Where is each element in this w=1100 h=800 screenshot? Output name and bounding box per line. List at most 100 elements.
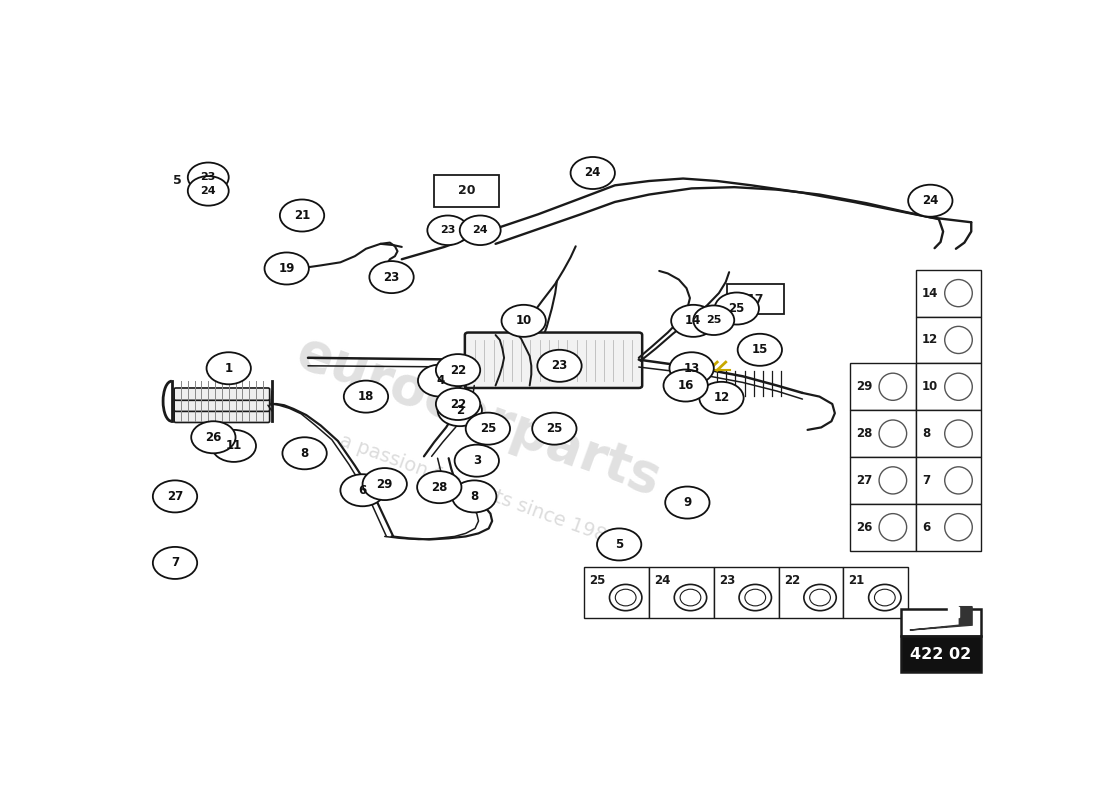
Circle shape <box>438 394 482 426</box>
Text: 9: 9 <box>683 496 692 509</box>
Text: 22: 22 <box>450 398 466 410</box>
Text: 1: 1 <box>224 362 233 374</box>
Text: 23: 23 <box>440 226 455 235</box>
FancyBboxPatch shape <box>901 610 980 636</box>
Circle shape <box>460 215 500 245</box>
Text: 23: 23 <box>551 359 568 372</box>
Text: 17: 17 <box>747 293 764 306</box>
Text: 12: 12 <box>713 391 729 404</box>
Text: 14: 14 <box>922 286 938 300</box>
FancyBboxPatch shape <box>850 410 916 457</box>
Circle shape <box>153 547 197 579</box>
FancyBboxPatch shape <box>850 457 916 504</box>
Text: 5: 5 <box>615 538 624 551</box>
Text: 12: 12 <box>922 334 938 346</box>
Text: 24: 24 <box>922 194 938 207</box>
Text: 8: 8 <box>470 490 478 503</box>
FancyBboxPatch shape <box>916 317 981 363</box>
FancyBboxPatch shape <box>584 567 649 618</box>
Text: 13: 13 <box>683 362 700 374</box>
Circle shape <box>418 365 462 397</box>
Text: 21: 21 <box>848 574 865 587</box>
Circle shape <box>427 215 469 245</box>
Circle shape <box>670 352 714 384</box>
Text: 7: 7 <box>170 557 179 570</box>
Text: 27: 27 <box>856 474 872 487</box>
Text: 24: 24 <box>654 574 671 587</box>
Circle shape <box>191 422 235 454</box>
Circle shape <box>207 352 251 384</box>
Circle shape <box>188 162 229 192</box>
Text: 24: 24 <box>472 226 488 235</box>
Text: 24: 24 <box>200 186 216 196</box>
Circle shape <box>571 157 615 189</box>
Circle shape <box>738 334 782 366</box>
Circle shape <box>465 413 510 445</box>
Circle shape <box>188 176 229 206</box>
FancyBboxPatch shape <box>850 504 916 550</box>
FancyBboxPatch shape <box>844 567 909 618</box>
FancyBboxPatch shape <box>174 399 270 411</box>
Text: 422 02: 422 02 <box>911 646 971 662</box>
Text: 26: 26 <box>206 430 221 444</box>
Circle shape <box>363 468 407 500</box>
Text: 10: 10 <box>922 380 938 394</box>
FancyBboxPatch shape <box>779 567 844 618</box>
Circle shape <box>344 381 388 413</box>
FancyBboxPatch shape <box>916 270 981 317</box>
FancyBboxPatch shape <box>901 636 980 672</box>
Text: 22: 22 <box>783 574 800 587</box>
Circle shape <box>597 529 641 561</box>
Text: 4: 4 <box>436 374 444 387</box>
Text: 28: 28 <box>431 481 448 494</box>
Text: 25: 25 <box>706 315 722 326</box>
Text: 24: 24 <box>584 166 601 179</box>
Circle shape <box>666 486 710 518</box>
FancyBboxPatch shape <box>916 504 981 550</box>
Circle shape <box>693 306 735 335</box>
Text: 10: 10 <box>516 314 531 327</box>
Text: 27: 27 <box>167 490 183 503</box>
FancyBboxPatch shape <box>727 285 783 314</box>
Text: eurocarparts: eurocarparts <box>289 326 668 506</box>
Circle shape <box>153 480 197 513</box>
Text: 6: 6 <box>359 484 366 497</box>
Text: 6: 6 <box>922 521 931 534</box>
Text: 22: 22 <box>450 364 466 377</box>
FancyBboxPatch shape <box>649 567 714 618</box>
Text: 25: 25 <box>547 422 562 435</box>
Text: 19: 19 <box>278 262 295 275</box>
Text: 7: 7 <box>922 474 930 487</box>
Text: 28: 28 <box>856 427 872 440</box>
Circle shape <box>283 438 327 470</box>
Text: a passion for parts since 1985: a passion for parts since 1985 <box>337 431 620 550</box>
FancyBboxPatch shape <box>174 410 270 422</box>
Circle shape <box>436 388 481 420</box>
Polygon shape <box>910 606 972 630</box>
Circle shape <box>454 445 499 477</box>
Text: 5: 5 <box>173 174 182 187</box>
Text: 16: 16 <box>678 379 694 392</box>
Text: 23: 23 <box>200 172 216 182</box>
Text: 23: 23 <box>384 270 399 284</box>
Circle shape <box>340 474 385 506</box>
FancyBboxPatch shape <box>714 567 779 618</box>
Text: 23: 23 <box>719 574 735 587</box>
FancyBboxPatch shape <box>174 388 270 400</box>
Circle shape <box>436 354 481 386</box>
Circle shape <box>211 430 256 462</box>
Circle shape <box>909 185 953 217</box>
Circle shape <box>452 480 496 513</box>
Circle shape <box>715 293 759 325</box>
FancyBboxPatch shape <box>916 410 981 457</box>
Circle shape <box>264 253 309 285</box>
Text: 25: 25 <box>728 302 745 315</box>
Text: 3: 3 <box>473 454 481 467</box>
Circle shape <box>502 305 546 337</box>
Text: 2: 2 <box>455 404 464 417</box>
Text: 25: 25 <box>590 574 606 587</box>
FancyBboxPatch shape <box>434 175 499 207</box>
Text: 29: 29 <box>376 478 393 490</box>
FancyBboxPatch shape <box>465 333 642 388</box>
Text: 8: 8 <box>922 427 931 440</box>
